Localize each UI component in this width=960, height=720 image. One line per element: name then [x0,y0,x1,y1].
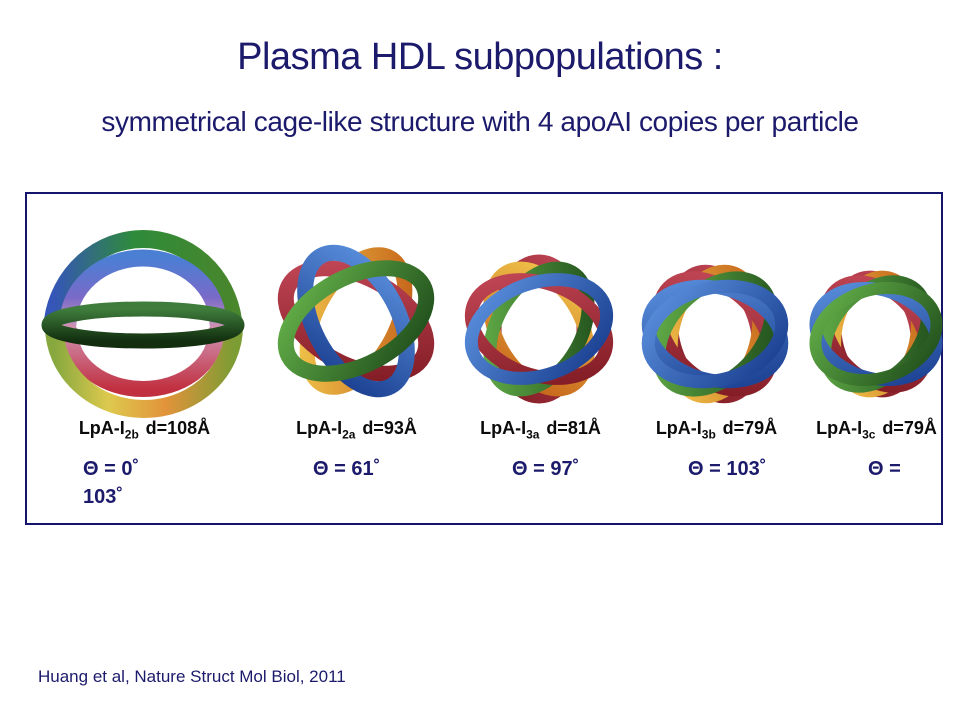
theta-label-3c: Θ = [868,458,901,480]
particle-name-subscript: 2a [342,427,356,442]
citation: Huang et al, Nature Struct Mol Biol, 201… [38,667,346,686]
theta-label-2b: Θ = 0˚ [83,458,140,480]
theta-label-3a: Θ = 97˚ [512,458,580,480]
particle-name-subscript: 3b [701,427,716,442]
particle-name: LpA-I [816,418,863,438]
hdl-structure-3b-image [641,264,789,404]
hdl-structure-2a-image [277,244,435,398]
hdl-structure-3a-image [464,254,614,404]
particle-name: LpA-I [296,418,343,438]
particle-name-subscript: 3c [862,427,876,442]
theta-label-2a: Θ = 61˚ [313,458,381,480]
particle-label-3a: LpA-I3a d=81Å [448,418,633,444]
particle-label-3c: LpA-I3c d=79Å [784,418,960,444]
particle-label-3b: LpA-I3b d=79Å [624,418,809,444]
particle-diameter: d=81Å [546,418,601,438]
particle-name: LpA-I [655,418,702,438]
slide-title: Plasma HDL subpopulations : [237,36,723,78]
particle-name: LpA-I [480,418,527,438]
particle-label-2b: LpA-I2b d=108Å [52,418,237,444]
particle-diameter: d=108Å [145,418,211,438]
particle-name-subscript: 2b [124,427,139,442]
particle-diameter: d=79Å [722,418,778,438]
slide-subtitle: symmetrical cage-like structure with 4 a… [101,106,859,137]
theta-label-3b: Θ = 103˚ [688,458,767,480]
figure-box: LpA-I2b d=108Å LpA-I2a d=93Å LpA-I3a d=81Å … [25,192,943,525]
particle-diameter: d=93Å [362,418,417,438]
particle-diameter: d=79Å [882,418,937,438]
particle-label-2a: LpA-I2a d=93Å [264,418,449,444]
particle-name-subscript: 3a [526,427,540,442]
particle-name: LpA-I [78,418,125,438]
theta-label-3c-wrapped-value: 103˚ [83,486,124,508]
hdl-structure-2b-image [41,230,245,418]
hdl-structure-3c-image [809,270,943,398]
